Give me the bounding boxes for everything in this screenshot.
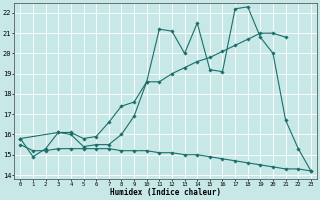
X-axis label: Humidex (Indice chaleur): Humidex (Indice chaleur) <box>110 188 221 197</box>
